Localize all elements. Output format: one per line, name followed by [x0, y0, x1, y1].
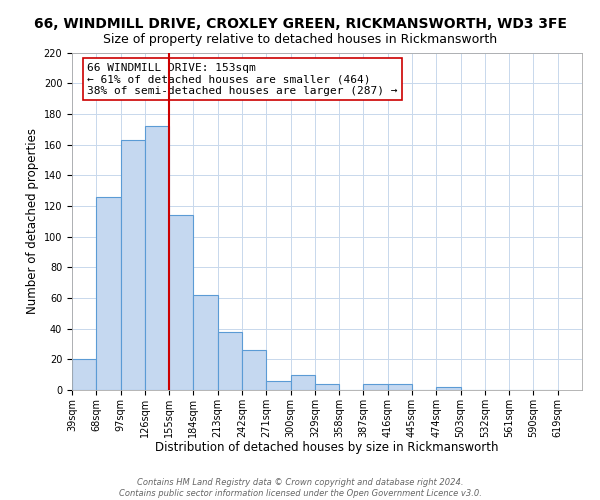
Bar: [364, 384, 388, 390]
Bar: [266, 381, 290, 390]
Bar: [290, 374, 315, 390]
Bar: [193, 295, 218, 390]
Bar: [145, 126, 169, 390]
Text: Contains HM Land Registry data © Crown copyright and database right 2024.
Contai: Contains HM Land Registry data © Crown c…: [119, 478, 481, 498]
Text: 66 WINDMILL DRIVE: 153sqm
← 61% of detached houses are smaller (464)
38% of semi: 66 WINDMILL DRIVE: 153sqm ← 61% of detac…: [88, 62, 398, 96]
X-axis label: Distribution of detached houses by size in Rickmansworth: Distribution of detached houses by size …: [155, 441, 499, 454]
Bar: [242, 350, 266, 390]
Bar: [169, 215, 193, 390]
Bar: [96, 196, 121, 390]
Bar: [436, 387, 461, 390]
Bar: [388, 384, 412, 390]
Bar: [72, 360, 96, 390]
Y-axis label: Number of detached properties: Number of detached properties: [26, 128, 40, 314]
Bar: [218, 332, 242, 390]
Text: 66, WINDMILL DRIVE, CROXLEY GREEN, RICKMANSWORTH, WD3 3FE: 66, WINDMILL DRIVE, CROXLEY GREEN, RICKM…: [34, 18, 566, 32]
Bar: [315, 384, 339, 390]
Bar: [121, 140, 145, 390]
Text: Size of property relative to detached houses in Rickmansworth: Size of property relative to detached ho…: [103, 32, 497, 46]
